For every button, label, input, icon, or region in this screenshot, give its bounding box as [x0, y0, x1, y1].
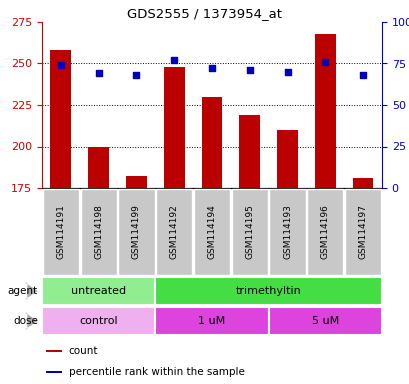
Bar [126, 176, 146, 188]
Text: trimethyltin: trimethyltin [235, 286, 301, 296]
Bar [314, 34, 335, 188]
Text: count: count [68, 346, 98, 356]
Bar [193, 189, 229, 275]
Text: GDS2555 / 1373954_at: GDS2555 / 1373954_at [127, 7, 282, 20]
Bar [43, 189, 79, 275]
Bar [306, 189, 343, 275]
Bar [276, 130, 297, 188]
Point [95, 70, 102, 76]
Text: GSM114197: GSM114197 [358, 205, 367, 260]
Bar [155, 276, 381, 305]
Bar [231, 189, 267, 275]
Text: 1 uM: 1 uM [198, 316, 225, 326]
Text: GSM114193: GSM114193 [282, 205, 291, 260]
Text: percentile rank within the sample: percentile rank within the sample [68, 367, 244, 377]
Bar [46, 371, 62, 373]
Bar [155, 306, 268, 335]
Bar [201, 97, 222, 188]
Text: GSM114198: GSM114198 [94, 205, 103, 260]
Bar [42, 306, 155, 335]
Bar [239, 115, 260, 188]
Bar [50, 50, 71, 188]
Bar [344, 189, 380, 275]
Text: 5 uM: 5 uM [311, 316, 338, 326]
Bar [352, 178, 373, 188]
Point [171, 57, 177, 63]
Point [321, 59, 328, 65]
Text: GSM114195: GSM114195 [245, 205, 254, 260]
Bar [269, 189, 305, 275]
Bar [42, 276, 155, 305]
Bar [80, 189, 117, 275]
Bar [164, 67, 184, 188]
Text: control: control [79, 316, 118, 326]
Point [208, 65, 215, 71]
Text: GSM114196: GSM114196 [320, 205, 329, 260]
Text: GSM114199: GSM114199 [132, 205, 141, 260]
Point [246, 67, 252, 73]
Bar [88, 147, 109, 188]
Point [133, 72, 139, 78]
FancyArrow shape [25, 283, 38, 299]
FancyArrow shape [25, 313, 38, 329]
Text: GSM114191: GSM114191 [56, 205, 65, 260]
Point [58, 62, 64, 68]
Text: agent: agent [8, 286, 38, 296]
Bar [156, 189, 192, 275]
Text: GSM114194: GSM114194 [207, 205, 216, 259]
Text: dose: dose [13, 316, 38, 326]
Bar [118, 189, 154, 275]
Bar [46, 350, 62, 353]
Text: untreated: untreated [71, 286, 126, 296]
Bar [268, 306, 381, 335]
Text: GSM114192: GSM114192 [169, 205, 178, 259]
Point [283, 69, 290, 75]
Point [359, 72, 366, 78]
